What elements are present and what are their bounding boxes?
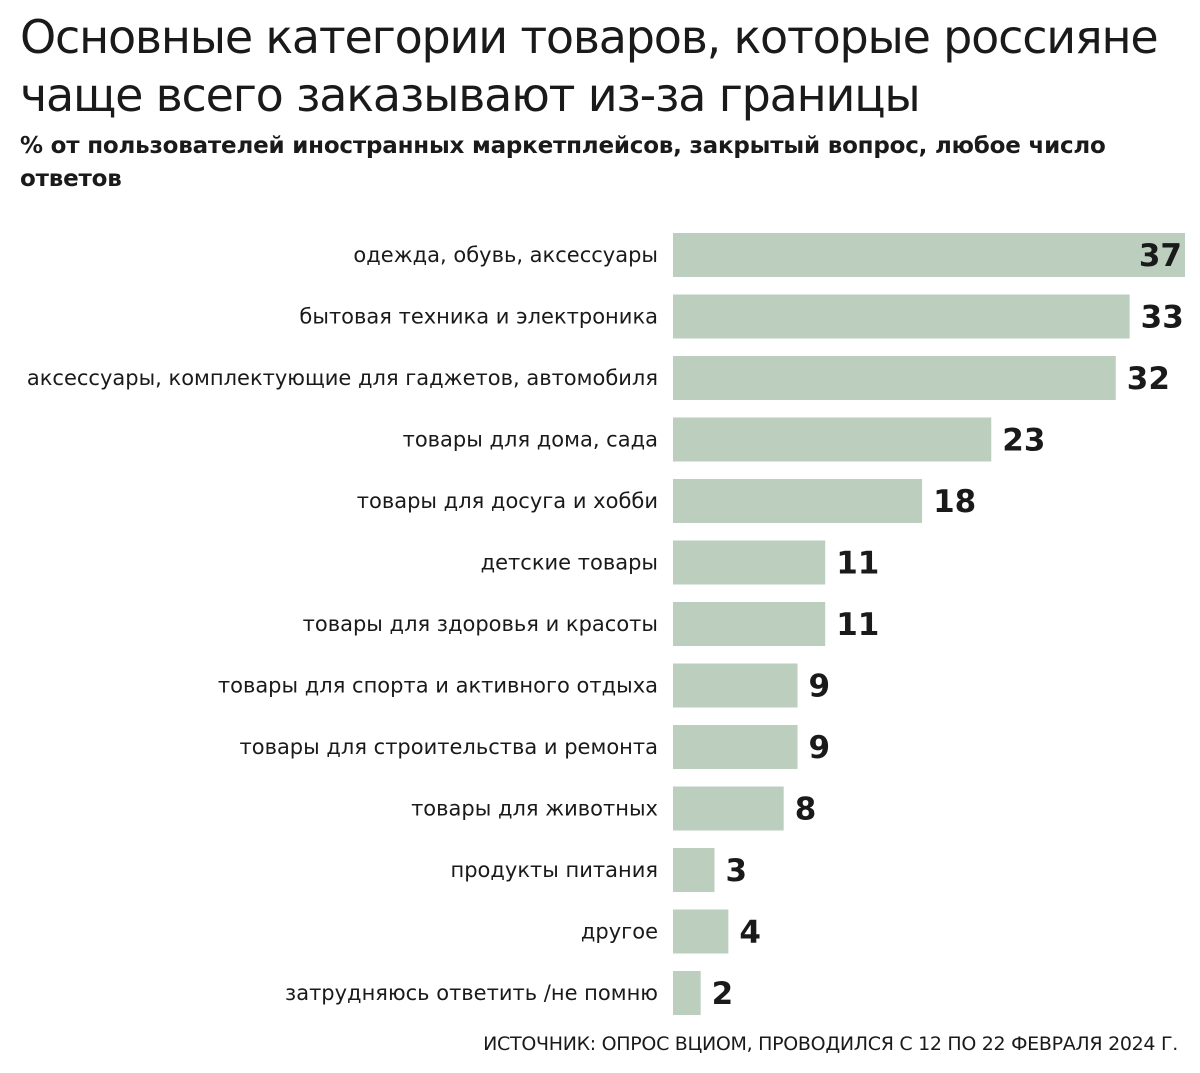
- category-label: продукты питания: [450, 858, 658, 882]
- value-label: 9: [809, 669, 831, 705]
- bar: [673, 294, 1130, 339]
- bar: [673, 725, 798, 769]
- value-label: 4: [739, 915, 761, 951]
- value-label: 9: [809, 730, 831, 766]
- bar: [673, 971, 701, 1015]
- category-label: бытовая техника и электроника: [299, 305, 658, 329]
- bar: [673, 848, 715, 892]
- category-label: товары для здоровья и красоты: [303, 612, 658, 636]
- bar: [673, 909, 729, 954]
- category-label: товары для досуга и хобби: [357, 489, 658, 513]
- source-note: ИСТОЧНИК: ОПРОС ВЦИОМ, ПРОВОДИЛСЯ С 12 П…: [483, 1033, 1178, 1055]
- value-label: 33: [1141, 300, 1184, 336]
- bar: [673, 417, 992, 462]
- value-label: 18: [933, 484, 976, 520]
- category-label: товары для спорта и активного отдыха: [218, 674, 658, 698]
- bar: [673, 540, 826, 585]
- chart-title: Основные категории товаров, которые росс…: [20, 10, 1159, 122]
- bar: [673, 786, 784, 831]
- category-label: затрудняюсь ответить /не помню: [285, 981, 658, 1005]
- bars-group: одежда, обувь, аксессуары 37 бытовая техни…: [27, 233, 1185, 1015]
- bar: [673, 356, 1116, 400]
- category-label: другое: [581, 920, 658, 944]
- value-label: 11: [836, 607, 879, 643]
- bar: [673, 479, 923, 523]
- category-label: аксессуары, комплектующие для гаджетов, …: [27, 366, 658, 390]
- chart-subtitle: % от пользователей иностранных маркетпле…: [20, 133, 1106, 192]
- category-label: одежда, обувь, аксессуары: [353, 243, 658, 267]
- bar: [673, 663, 798, 708]
- category-label: товары для животных: [411, 797, 658, 821]
- bar: [673, 602, 826, 646]
- value-label: 11: [836, 546, 879, 582]
- category-label: товары для строительства и ремонта: [239, 735, 658, 759]
- value-label: 3: [726, 853, 748, 889]
- bar: [673, 233, 1185, 277]
- value-label: 8: [795, 792, 817, 828]
- value-label: 37: [1139, 238, 1182, 274]
- value-label: 2: [712, 976, 734, 1012]
- category-label: детские товары: [481, 551, 658, 575]
- value-label: 23: [1002, 423, 1045, 459]
- value-label: 32: [1127, 361, 1170, 397]
- category-label: товары для дома, сада: [403, 428, 658, 452]
